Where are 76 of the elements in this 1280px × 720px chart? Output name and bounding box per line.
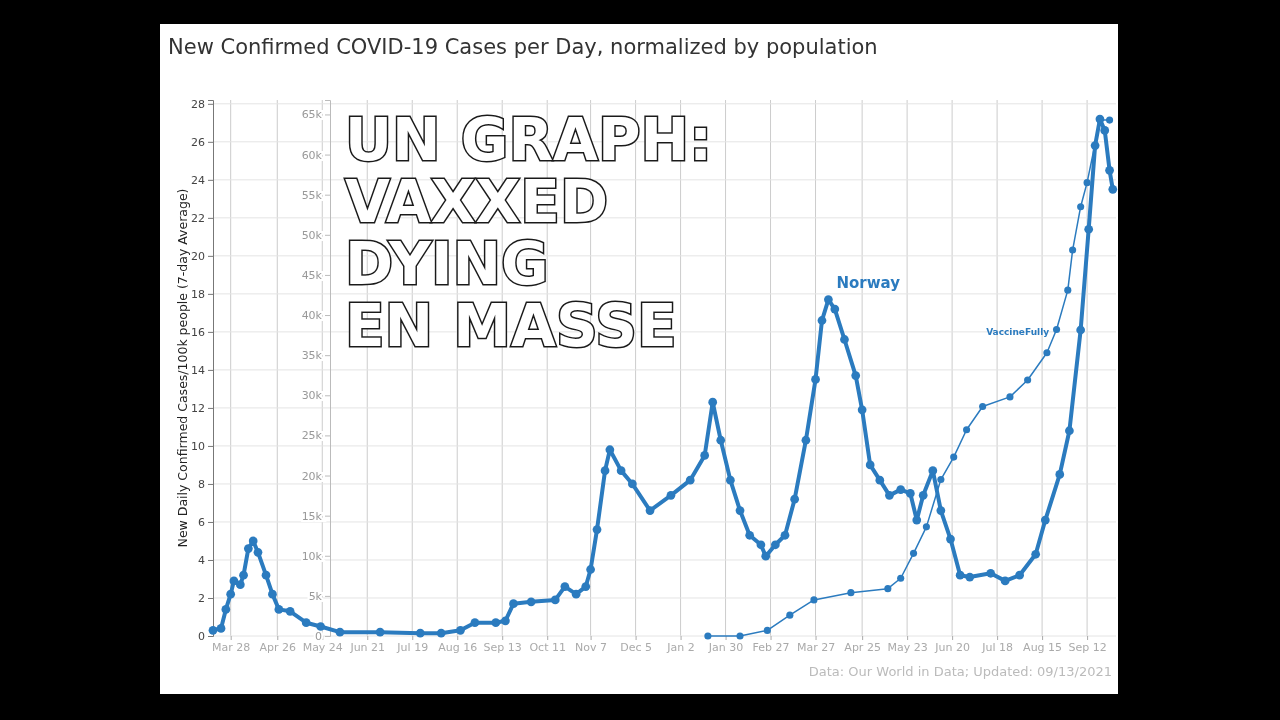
x-tick-label: Sep 13 [483,640,522,654]
y-tick-label: 20 [191,249,205,263]
x-tick-label: Mar 27 [796,640,836,654]
point [786,611,794,619]
point [736,632,744,640]
x-tick-label: Sep 12 [1068,640,1107,654]
y-tick-label: 28 [191,97,205,111]
y-axis-title: New Daily Confirmed Cases/100k people (7-day Average) [175,188,190,548]
y2-tick-label: 50k [301,228,323,242]
y-tick-label: 10 [191,439,205,453]
point [884,585,892,593]
series-label: VaccineFully [986,327,1050,338]
point [1024,376,1032,384]
point [1064,286,1072,294]
y-tick-label: 4 [198,553,205,567]
point [847,589,855,597]
text: Data: Our World in Data; Updated: 09/13/2021 [808,664,1112,679]
point [1077,203,1085,211]
x-tick-label: Jun 21 [349,640,386,654]
x-tick-label: Jan 2 [666,640,695,654]
y2-tick-label: 10k [301,549,323,563]
x-tick-label: Feb 27 [752,640,790,654]
y-tick-label: 14 [191,363,205,377]
x-tick-label: Jun 20 [934,640,970,654]
point [1043,349,1051,357]
point [704,632,712,640]
point [979,402,987,411]
series-label: Norway [836,273,901,292]
y-tick-label: 26 [191,135,205,149]
point [922,523,930,531]
x-tick-label: Nov 7 [575,640,608,654]
y2-tick-label: 60k [301,148,323,162]
x-tick-label: Aug 15 [1023,640,1063,654]
y2-tick-label: 25k [301,429,323,443]
y2-tick-label: 5k [308,589,323,603]
x-tick-label: Jan 30 [707,640,744,654]
y2-tick-label: 35k [301,349,323,363]
annotation: UN GRAPH: VAXXED DYING EN MASSE [345,106,713,360]
point [963,426,971,434]
y2-tick-label: 30k [301,389,323,403]
x-tick-label: Oct 11 [529,640,566,654]
x-tick-label: Mar 28 [212,640,251,654]
x-tick-label: May 23 [887,640,928,654]
point [897,574,905,582]
y2-tick-label: 15k [301,509,323,523]
point [909,549,918,557]
y-tick-label: 12 [191,401,205,415]
y2-tick-label: 65k [301,108,323,122]
x-tick-label: Dec 5 [620,640,652,654]
point [810,596,818,604]
y-tick-label: 8 [198,477,205,491]
y2-tick-label: 20k [301,469,323,483]
y-tick-label: 18 [191,287,205,301]
y-tick-label: 6 [198,515,205,529]
x-tick-label: Jul 18 [981,640,1013,654]
point [1052,325,1061,334]
x-tick-label: Apr 26 [259,640,297,654]
y2-tick-label: 45k [301,268,323,282]
x-tick-label: Jul 19 [396,640,429,654]
y-tick-label: 22 [191,211,205,225]
point [1083,179,1091,187]
point [1069,246,1077,254]
x-tick-label: Aug 16 [438,640,478,654]
point [1006,393,1014,401]
y-tick-label: 0 [198,630,205,644]
x-tick-label: Apr 25 [844,640,881,654]
y2-tick-label: 40k [301,309,323,323]
point [950,453,958,461]
point [763,626,771,634]
point [1106,116,1114,124]
y-tick-label: 2 [198,592,205,606]
y-tick-label: 16 [191,325,205,339]
y2-tick-label: 55k [301,188,323,202]
y-tick-label: 24 [191,173,205,187]
chart-title: New Confirmed COVID-19 Cases per Day, normalized by population [168,35,878,59]
point [937,475,945,484]
